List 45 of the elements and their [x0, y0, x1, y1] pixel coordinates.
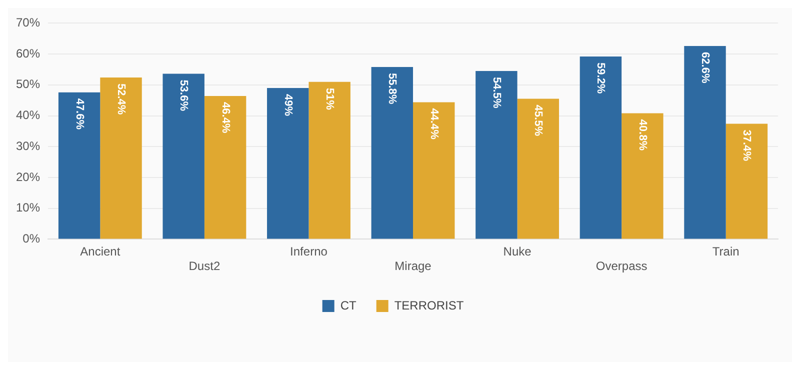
y-tick-label: 20% — [16, 170, 40, 184]
bar — [726, 124, 768, 239]
data-label: 46.4% — [219, 102, 232, 134]
y-tick-label: 0% — [22, 232, 40, 246]
bar — [517, 98, 560, 239]
legend-label: TERRORIST — [394, 298, 464, 312]
data-label: 47.6% — [73, 98, 86, 130]
data-label: 53.6% — [178, 80, 190, 112]
y-tick-label: 50% — [16, 77, 40, 92]
bar — [204, 96, 246, 239]
data-label: 55.8% — [386, 73, 398, 104]
bar — [58, 92, 100, 239]
data-label: 37.4% — [740, 130, 753, 162]
data-label: 44.4% — [428, 108, 440, 140]
data-label: 52.4% — [114, 84, 127, 115]
bar — [580, 56, 622, 239]
legend-label: CT — [340, 298, 357, 312]
data-label: 45.5% — [532, 104, 544, 136]
x-tick-label: Inferno — [290, 244, 328, 259]
x-tick-label: Overpass — [596, 259, 648, 274]
bar — [100, 78, 142, 239]
bar — [413, 102, 455, 239]
x-tick-label: Train — [712, 244, 740, 259]
x-tick-label: Nuke — [503, 244, 532, 259]
data-label: 59.2% — [594, 62, 607, 94]
y-tick-label: 40% — [16, 108, 40, 122]
data-label: 62.6% — [698, 52, 711, 84]
data-label: 49% — [282, 94, 294, 116]
y-tick-label: 10% — [16, 200, 40, 215]
data-label: 51% — [324, 88, 336, 110]
bar — [308, 82, 350, 239]
bar — [622, 113, 664, 239]
bar — [371, 67, 414, 239]
bar — [684, 46, 726, 239]
data-label: 40.8% — [636, 119, 648, 151]
bar — [267, 88, 309, 239]
bar — [476, 71, 518, 239]
x-tick-label: Dust2 — [188, 259, 220, 274]
x-tick-label: Ancient — [80, 244, 121, 259]
y-tick-label: 70% — [16, 16, 40, 30]
y-tick-label: 60% — [16, 46, 40, 60]
data-label: 54.5% — [490, 77, 502, 108]
x-tick-label: Mirage — [394, 259, 432, 274]
bar — [162, 74, 204, 239]
y-tick-label: 30% — [16, 138, 40, 153]
